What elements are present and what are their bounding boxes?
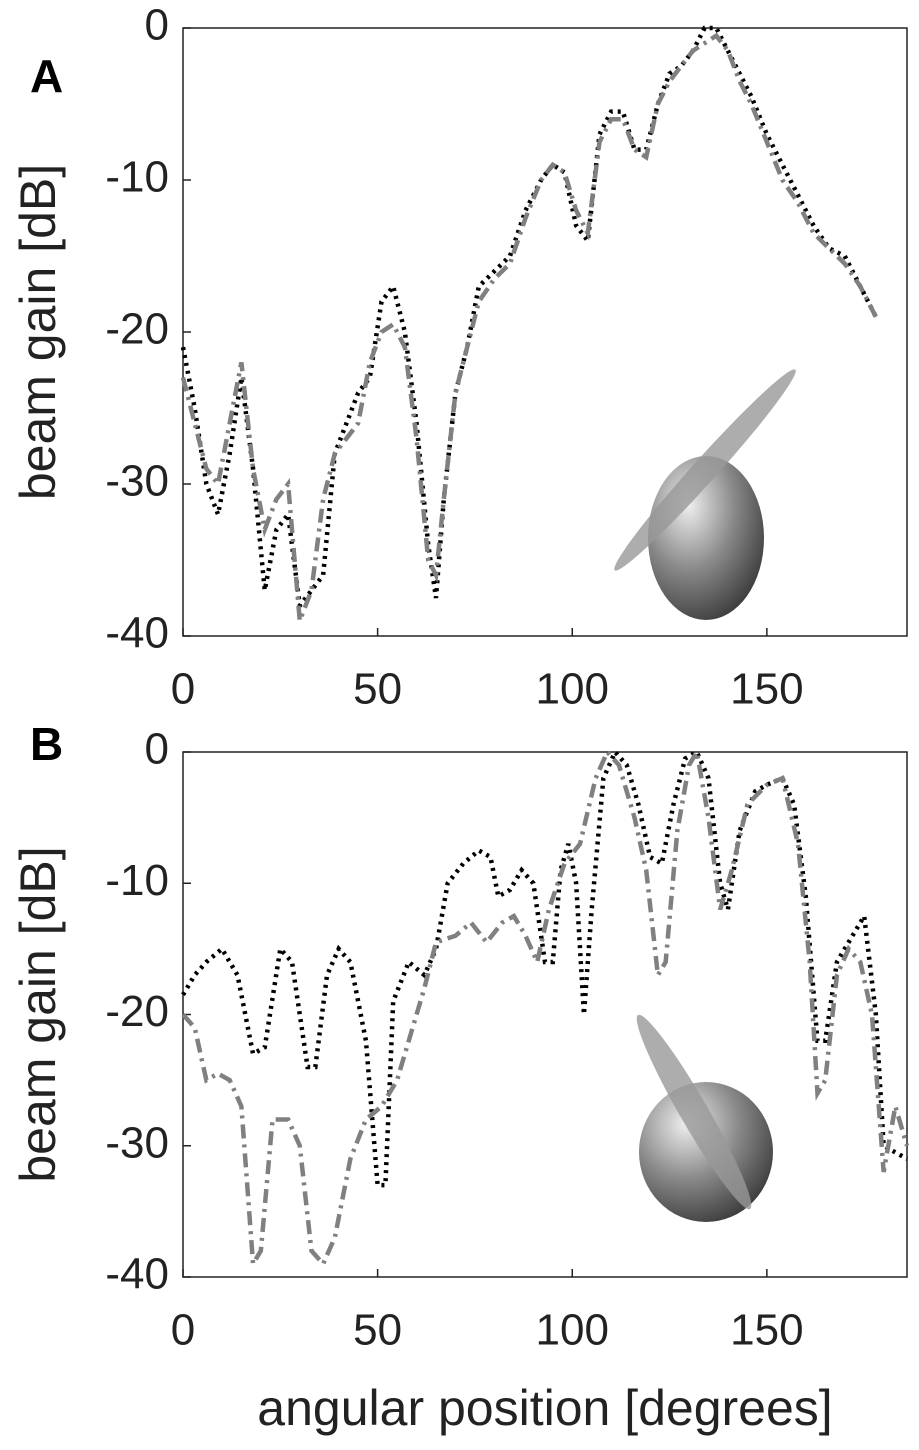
y-tick-label: 0 (145, 1, 169, 50)
plot-frame (182, 751, 908, 1278)
y-tick-label: -30 (105, 457, 169, 506)
y-axis-label: beam gain [dB] (10, 846, 66, 1182)
panel-label: A (30, 50, 63, 102)
x-tick-label: 0 (171, 665, 195, 714)
y-tick-label: -10 (105, 856, 169, 905)
x-tick-label: 100 (536, 1306, 609, 1355)
x-tick-label: 150 (730, 1306, 803, 1355)
y-tick-label: 0 (145, 725, 169, 774)
x-tick-label: 100 (536, 665, 609, 714)
x-axis-label: angular position [degrees] (257, 1380, 832, 1436)
panel-label: B (30, 718, 63, 770)
y-tick-label: -20 (105, 305, 169, 354)
series-line (180, 25, 878, 612)
y-tick-label: -40 (105, 609, 169, 658)
y-tick-label: -30 (105, 1118, 169, 1167)
series-line (181, 745, 910, 1272)
x-tick-label: 0 (171, 1306, 195, 1355)
y-tick-label: -20 (105, 987, 169, 1036)
x-tick-label: 150 (730, 665, 803, 714)
x-tick-label: 50 (353, 665, 402, 714)
inset-a (614, 369, 796, 620)
y-axis-label: beam gain [dB] (10, 164, 66, 500)
plot-frame (182, 27, 908, 637)
y-tick-label: -10 (105, 153, 169, 202)
series-line (180, 32, 878, 622)
inset-b (636, 1014, 773, 1222)
series-line (181, 747, 909, 1188)
y-tick-label: -40 (105, 1250, 169, 1299)
x-tick-label: 50 (353, 1306, 402, 1355)
